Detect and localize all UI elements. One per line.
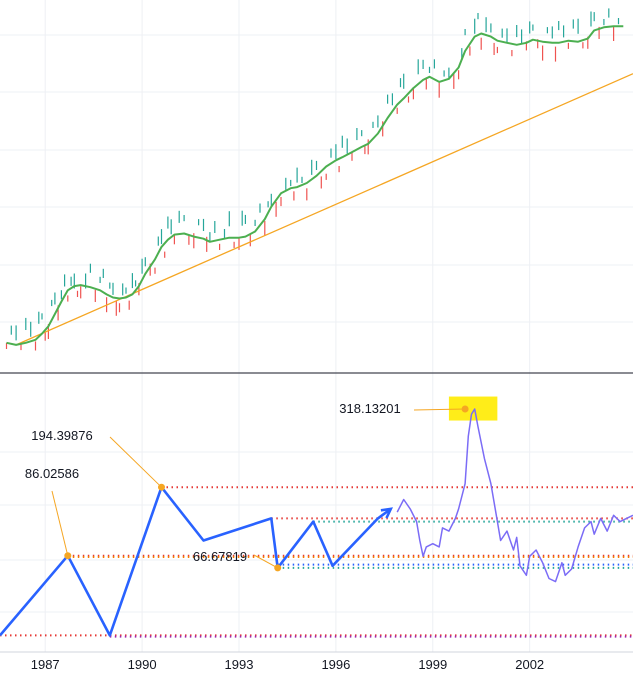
price-panel	[5, 8, 633, 351]
annotation-label: 194.39876	[31, 428, 92, 443]
annotation-point[interactable]	[158, 483, 165, 491]
annotation-leader	[109, 436, 162, 488]
pattern-line[interactable]	[0, 485, 392, 637]
x-tick-label: 1993	[225, 657, 254, 672]
pattern-arrowhead[interactable]	[380, 507, 394, 519]
annotation-point[interactable]	[64, 552, 72, 560]
annotation-point[interactable]	[274, 564, 282, 572]
annotation-label: 318.13201	[339, 401, 400, 416]
highlight-box[interactable]	[448, 396, 498, 421]
annotation-point[interactable]	[461, 405, 469, 413]
annotation-leader	[413, 408, 466, 411]
x-tick-label: 1987	[31, 657, 60, 672]
annotation-label: 66.67819	[193, 549, 247, 564]
oscillator-panel: 86.02586 194.39876 66.67819 318.13201	[0, 396, 633, 638]
trendline[interactable]	[15, 73, 633, 346]
annotation-leader	[253, 554, 278, 569]
chart-grid	[0, 0, 633, 652]
x-tick-label: 1999	[418, 657, 447, 672]
oscillator-line	[396, 408, 633, 583]
x-tick-label: 2002	[515, 657, 544, 672]
moving-average-line	[6, 25, 624, 346]
annotation-leader	[51, 490, 69, 556]
x-tick-label: 1990	[128, 657, 157, 672]
x-tick-label: 1996	[321, 657, 350, 672]
annotation-label: 86.02586	[25, 466, 79, 481]
x-axis: 1987 1990 1993 1996 1999 2002	[0, 651, 633, 672]
